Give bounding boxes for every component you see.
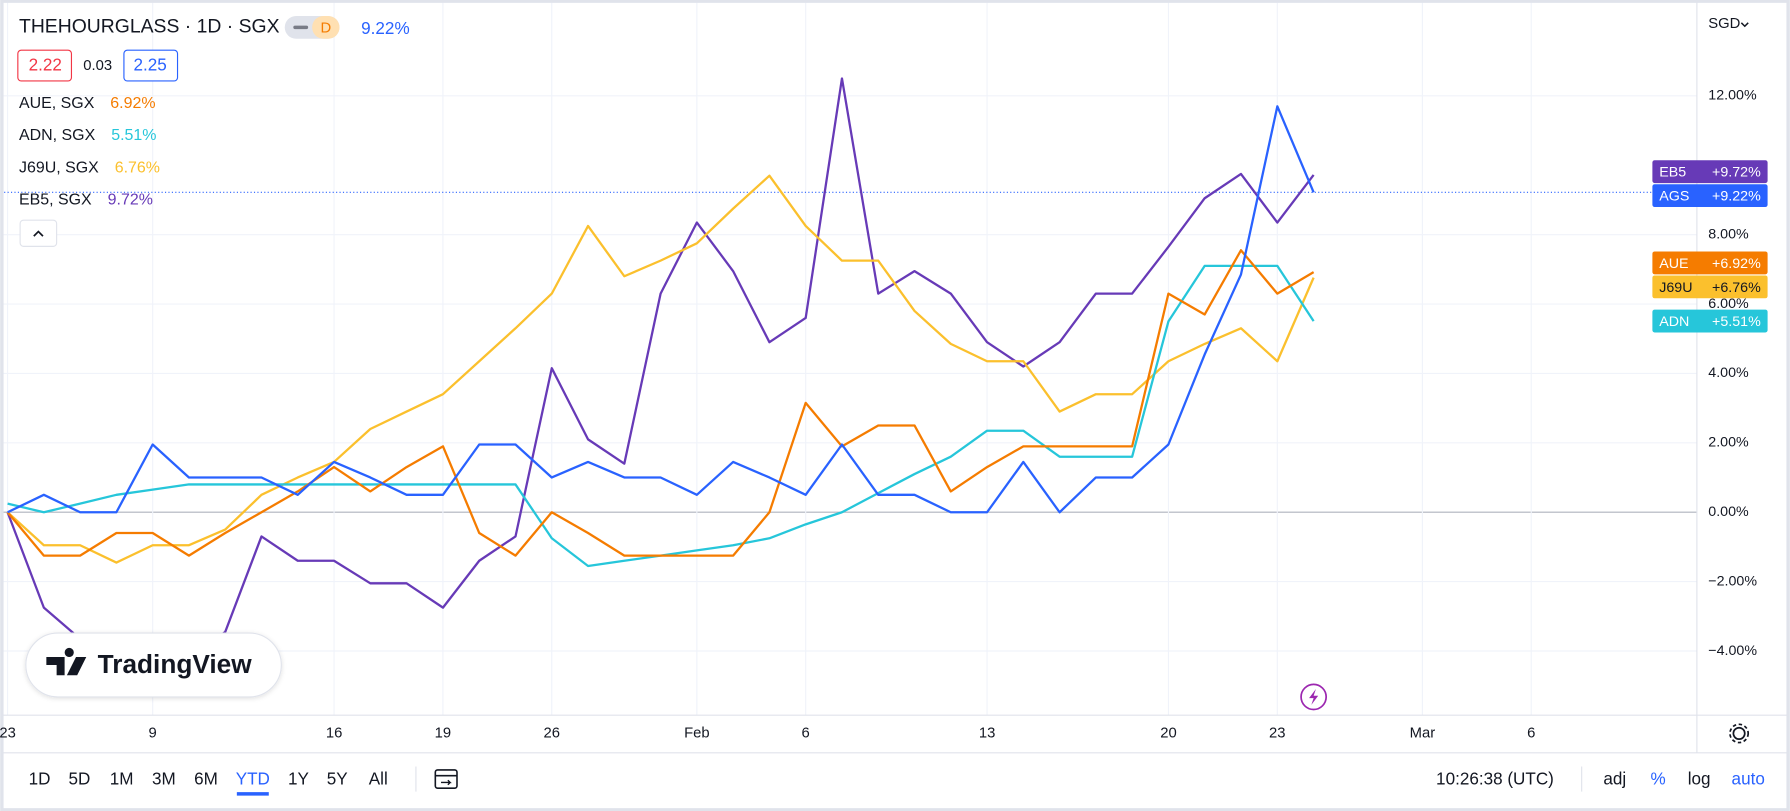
x-tick-label: 6 xyxy=(802,725,810,741)
watermark-box xyxy=(25,632,282,698)
legend-name: EB5, SGX xyxy=(19,192,92,209)
watermark-text: TradingView xyxy=(98,649,253,679)
x-tick-label: Mar xyxy=(1410,725,1436,741)
price-badge-name: ADN xyxy=(1659,314,1689,330)
range-button[interactable]: YTD xyxy=(236,770,270,789)
header-change: 9.22% xyxy=(361,19,409,38)
price-badge xyxy=(1652,184,1768,208)
lightning-icon[interactable] xyxy=(1300,683,1328,711)
x-tick-label: 26 xyxy=(543,725,559,741)
x-tick-label: 20 xyxy=(1160,725,1176,741)
lines xyxy=(6,77,1315,663)
y-tick-label: 0.00% xyxy=(1708,504,1749,520)
price-badge-name: AUE xyxy=(1659,256,1688,272)
watermark: TradingView xyxy=(25,632,282,698)
y-tick-label: 4.00% xyxy=(1708,365,1749,381)
series-line xyxy=(6,249,1315,557)
date-range-icon[interactable] xyxy=(434,769,458,789)
x-tick-label: 6 xyxy=(1527,725,1535,741)
ask-price: 2.25 xyxy=(134,56,167,75)
x-tick-label: 23 xyxy=(1269,725,1285,741)
price-badge-name: AGS xyxy=(1659,189,1689,205)
legend-name: J69U, SGX xyxy=(19,160,99,177)
legend-item[interactable]: ADN, SGX 5.51% xyxy=(19,127,156,144)
series-line xyxy=(6,77,1315,663)
range-button[interactable]: 1Y xyxy=(288,770,310,789)
price-badge-name: J69U xyxy=(1659,280,1692,296)
price-badge-value: +5.51% xyxy=(1712,314,1761,330)
ask-box[interactable] xyxy=(123,49,179,82)
legend-item[interactable]: AUE, SGX 6.92% xyxy=(19,95,156,112)
bid-box[interactable] xyxy=(17,49,73,82)
collapse-button[interactable] xyxy=(19,219,58,247)
range-button[interactable]: 1D xyxy=(29,770,51,789)
scale-toggle[interactable]: % xyxy=(1650,770,1665,789)
spread: 0.03 xyxy=(83,58,112,74)
x-tick-label: 23 xyxy=(0,725,16,741)
currency-chevron xyxy=(1740,22,1749,28)
price-badge xyxy=(1652,309,1768,333)
scale-toggle[interactable]: adj xyxy=(1603,770,1626,789)
y-tick-label: 2.00% xyxy=(1708,435,1749,451)
x-tick-label: 19 xyxy=(435,725,451,741)
y-tick-label: −4.00% xyxy=(1708,643,1757,659)
legend-value: 5.51% xyxy=(111,127,156,144)
price-badge-value: +9.22% xyxy=(1712,189,1761,205)
toolbar: 1D 5D 1M 3M 6M YTD 1Y 5Y All 10:26:38 (UTC) adj% lo… xyxy=(29,770,1765,796)
range-button[interactable]: 5D xyxy=(69,770,91,789)
range-button[interactable]: 6M xyxy=(194,770,218,789)
legend-item[interactable]: EB5, SGX 9.72% xyxy=(19,192,153,209)
series-line xyxy=(6,174,1315,564)
x-tick-label: 13 xyxy=(979,725,995,741)
scale-toggle[interactable]: log xyxy=(1688,770,1711,789)
y-tick-label: 12.00% xyxy=(1708,88,1757,104)
legend-value: 9.72% xyxy=(108,192,153,209)
legend-value: 6.92% xyxy=(110,95,155,112)
watermark-icon xyxy=(46,647,87,676)
currency[interactable]: SGD xyxy=(1708,16,1740,32)
range-button[interactable]: 3M xyxy=(152,770,176,789)
range-button[interactable]: All xyxy=(369,770,388,789)
x-tick-label: Feb xyxy=(684,725,710,741)
series-line xyxy=(7,105,1315,514)
legend-item[interactable]: J69U, SGX 6.76% xyxy=(19,160,160,177)
price-badge xyxy=(1652,275,1768,299)
interval-badge[interactable]: D xyxy=(284,15,340,39)
y-tick-label: 6.00% xyxy=(1708,296,1749,312)
range-button[interactable]: 5Y xyxy=(327,770,349,789)
x-tick-label: 9 xyxy=(149,725,157,741)
legend-name: ADN, SGX xyxy=(19,127,96,144)
price-badge-value: +6.76% xyxy=(1712,280,1761,296)
price-badge-value: +9.72% xyxy=(1712,165,1761,181)
grid xyxy=(0,0,1697,716)
legend-name: AUE, SGX xyxy=(19,95,95,112)
price-badge xyxy=(1652,160,1768,184)
price-badge xyxy=(1652,251,1768,275)
price-badge-name: EB5 xyxy=(1659,165,1686,181)
price-badge-value: +6.92% xyxy=(1712,256,1761,272)
header-title: THEHOURGLASS · 1D · SGX xyxy=(19,16,280,38)
y-tick-label: −2.00% xyxy=(1708,573,1757,589)
x-tick-label: 16 xyxy=(326,725,342,741)
legend: AUE, SGX 6.92% ADN, SGX 5.51% J69U, SGX 6.76%… xyxy=(19,95,160,209)
interval-text: D xyxy=(320,20,331,36)
scale-toggle[interactable]: auto xyxy=(1732,770,1765,789)
clock: 10:26:38 (UTC) xyxy=(1436,770,1554,789)
bid-price: 2.22 xyxy=(29,56,62,75)
range-button[interactable]: 1M xyxy=(110,770,134,789)
badges: 12.00% 8.00% 6.00% 4.00% 2.00% 0.00% −2.00% −4.… xyxy=(1652,88,1768,659)
legend-value: 6.76% xyxy=(115,160,160,177)
settings-icon[interactable] xyxy=(1729,723,1750,744)
y-tick-label: 8.00% xyxy=(1708,226,1749,242)
